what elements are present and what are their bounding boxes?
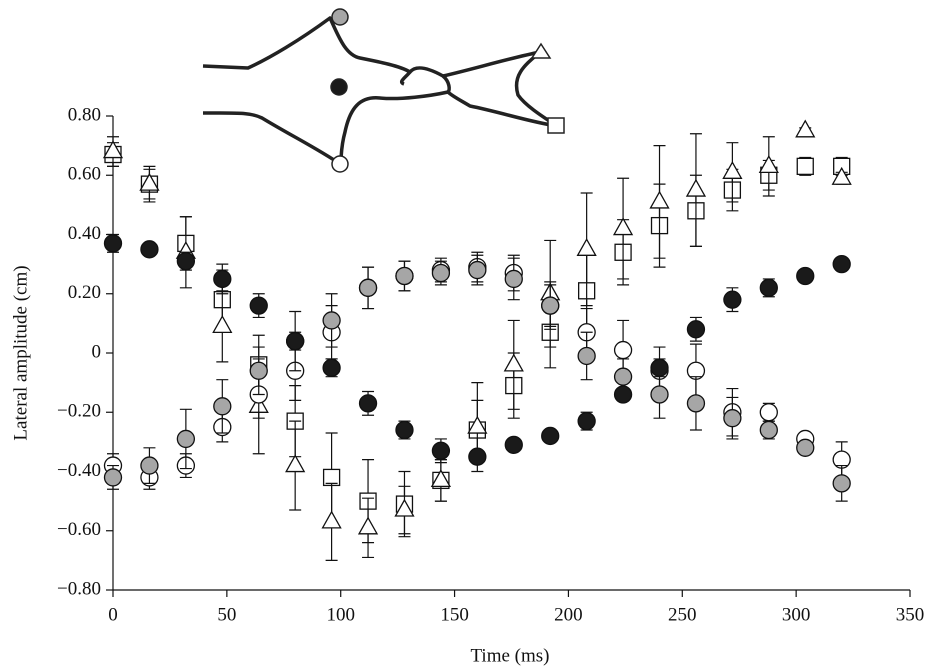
point: [796, 266, 815, 286]
fish-marker: [530, 42, 552, 59]
point: [504, 269, 523, 289]
point: [541, 426, 560, 446]
point: [322, 358, 341, 377]
point: [832, 474, 851, 493]
point: [394, 498, 415, 517]
point: [795, 119, 816, 138]
point: [612, 217, 634, 236]
point: [759, 278, 778, 297]
y-tick-label: 0: [92, 341, 102, 362]
point: [176, 252, 196, 271]
point: [213, 397, 232, 416]
point: [723, 290, 742, 309]
point: [759, 403, 778, 422]
point: [649, 190, 670, 209]
point: [431, 441, 451, 460]
point: [249, 361, 268, 380]
x-tick-label: 300: [782, 604, 811, 625]
point: [249, 296, 268, 315]
fish-diagram: [202, 16, 559, 166]
x-tick-label: 350: [896, 604, 925, 625]
point: [832, 254, 851, 274]
fish-markers: [330, 8, 565, 173]
point: [577, 411, 596, 431]
point: [139, 172, 160, 191]
point: [467, 415, 488, 434]
point: [759, 420, 778, 440]
point: [431, 263, 451, 283]
point: [758, 155, 779, 174]
point: [212, 315, 233, 333]
y-axis-label: Lateral amplitude (cm): [10, 265, 31, 440]
point: [321, 510, 342, 529]
point: [504, 435, 523, 454]
point: [395, 420, 414, 440]
point: [358, 394, 378, 413]
y-tick-label: 0.60: [68, 164, 101, 185]
point: [322, 311, 341, 330]
y-tick-label: 0.40: [68, 223, 101, 244]
point: [796, 157, 814, 176]
point: [357, 516, 379, 535]
point: [576, 237, 597, 256]
point: [831, 166, 852, 185]
fish-marker: [331, 8, 349, 26]
y-tick-label: −0.60: [57, 519, 101, 540]
point: [613, 367, 633, 386]
point: [722, 160, 743, 179]
point: [213, 269, 232, 289]
y-tick-label: −0.80: [57, 578, 101, 599]
point: [650, 385, 669, 404]
x-tick-label: 100: [326, 604, 355, 625]
x-tick-label: 200: [554, 604, 583, 625]
point: [685, 178, 707, 197]
point: [285, 454, 306, 473]
y-tick-label: −0.20: [57, 401, 101, 422]
point: [176, 429, 196, 449]
point: [577, 346, 596, 366]
y-tick-label: −0.40: [57, 460, 101, 481]
point: [358, 278, 378, 297]
point: [468, 447, 487, 466]
point: [430, 469, 452, 488]
fish-marker: [547, 117, 565, 134]
x-axis-label: Time (ms): [470, 645, 549, 666]
x-tick-label: 250: [668, 604, 697, 625]
point: [140, 456, 159, 475]
point: [723, 409, 742, 428]
point: [103, 234, 123, 253]
y-tick-label: 0.80: [68, 104, 101, 125]
point: [613, 340, 633, 360]
point: [286, 331, 305, 351]
point: [140, 240, 159, 259]
fish-marker: [331, 155, 349, 173]
point: [503, 353, 524, 372]
x-tick-label: 0: [108, 604, 118, 625]
y-tick-label: 0.20: [68, 282, 101, 303]
point: [650, 358, 669, 377]
point: [102, 140, 124, 159]
point: [796, 438, 815, 457]
point: [395, 266, 414, 286]
point: [541, 296, 560, 315]
x-tick-label: 150: [440, 604, 469, 625]
point: [686, 320, 706, 339]
fish-marker: [330, 78, 348, 96]
point: [468, 260, 487, 280]
point: [103, 468, 123, 487]
point: [613, 385, 633, 404]
x-tick-label: 50: [217, 604, 236, 625]
point: [686, 394, 706, 413]
